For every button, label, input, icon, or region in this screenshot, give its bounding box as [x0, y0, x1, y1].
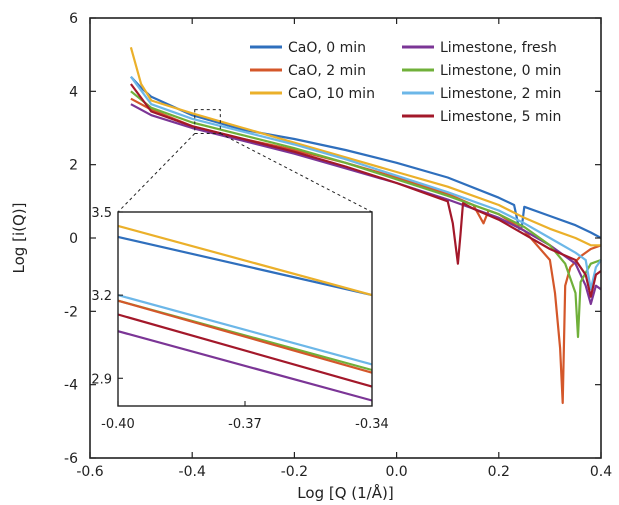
x-tick-label: -0.2	[281, 464, 308, 480]
y-tick-label: 4	[69, 84, 78, 100]
inset-series-line-2	[117, 224, 373, 297]
series-line-3	[129, 47, 601, 247]
inset-y-tick-label: 3.2	[91, 289, 112, 304]
plot-lines	[129, 47, 602, 405]
legend-label: Limestone, 5 min	[440, 109, 561, 125]
y-tick-label: -4	[64, 378, 78, 394]
y-axis: -6 -4 -2 0 2 4 6	[64, 11, 601, 467]
x-tick-label: -0.4	[179, 464, 206, 480]
series-line-6	[130, 76, 602, 291]
series-line-7	[130, 83, 602, 298]
legend-label: CaO, 10 min	[288, 86, 375, 102]
x-tick-label: 0.0	[385, 464, 407, 480]
y-tick-label: 2	[69, 158, 78, 174]
inset-y-tick-label: 3.5	[91, 206, 112, 221]
zoom-connector-right	[220, 133, 373, 213]
inset-series-line-7	[117, 330, 373, 402]
x-tick-label: 0.4	[590, 464, 612, 480]
y-tick-label: 0	[69, 231, 78, 247]
inset-y-tick-label: 2.9	[91, 372, 112, 387]
y-axis-title: Log [i(Q)]	[10, 203, 28, 274]
zoom-region-box	[194, 109, 221, 134]
x-tick-label: 0.2	[488, 464, 510, 480]
inset-x-tick-label: -0.37	[228, 417, 262, 432]
legend-label: CaO, 2 min	[288, 63, 366, 79]
x-axis: -0.6 -0.4 -0.2 0.0 0.2 0.4	[76, 18, 612, 480]
x-tick-label: -0.6	[76, 464, 103, 480]
legend-label: CaO, 0 min	[288, 40, 366, 56]
x-axis-title: Log [Q (1/Å)]	[297, 483, 393, 502]
inset-series-line-3	[117, 294, 373, 366]
inset-x-tick-label: -0.40	[101, 417, 135, 432]
legend-label: Limestone, 0 min	[440, 63, 561, 79]
legend-label: Limestone, 2 min	[440, 86, 561, 102]
zoom-connectors	[117, 109, 373, 213]
inset-series-line-5	[117, 299, 373, 374]
legend: CaO, 0 min CaO, 2 min CaO, 10 min Limestone…	[250, 40, 561, 125]
inset-chart: -0.40 -0.37 -0.34 2.9 3.2 3.5	[91, 206, 389, 432]
zoom-connector-left	[117, 133, 196, 213]
series-line-5	[130, 90, 602, 339]
legend-label: Limestone, fresh	[440, 40, 557, 56]
inset-series-line-1	[117, 235, 373, 297]
inset-series-line-6	[117, 313, 373, 388]
y-tick-label: -2	[64, 304, 78, 320]
inset-x-tick-label: -0.34	[355, 417, 389, 432]
y-tick-label: 6	[69, 11, 78, 27]
y-tick-label: -6	[64, 451, 78, 467]
